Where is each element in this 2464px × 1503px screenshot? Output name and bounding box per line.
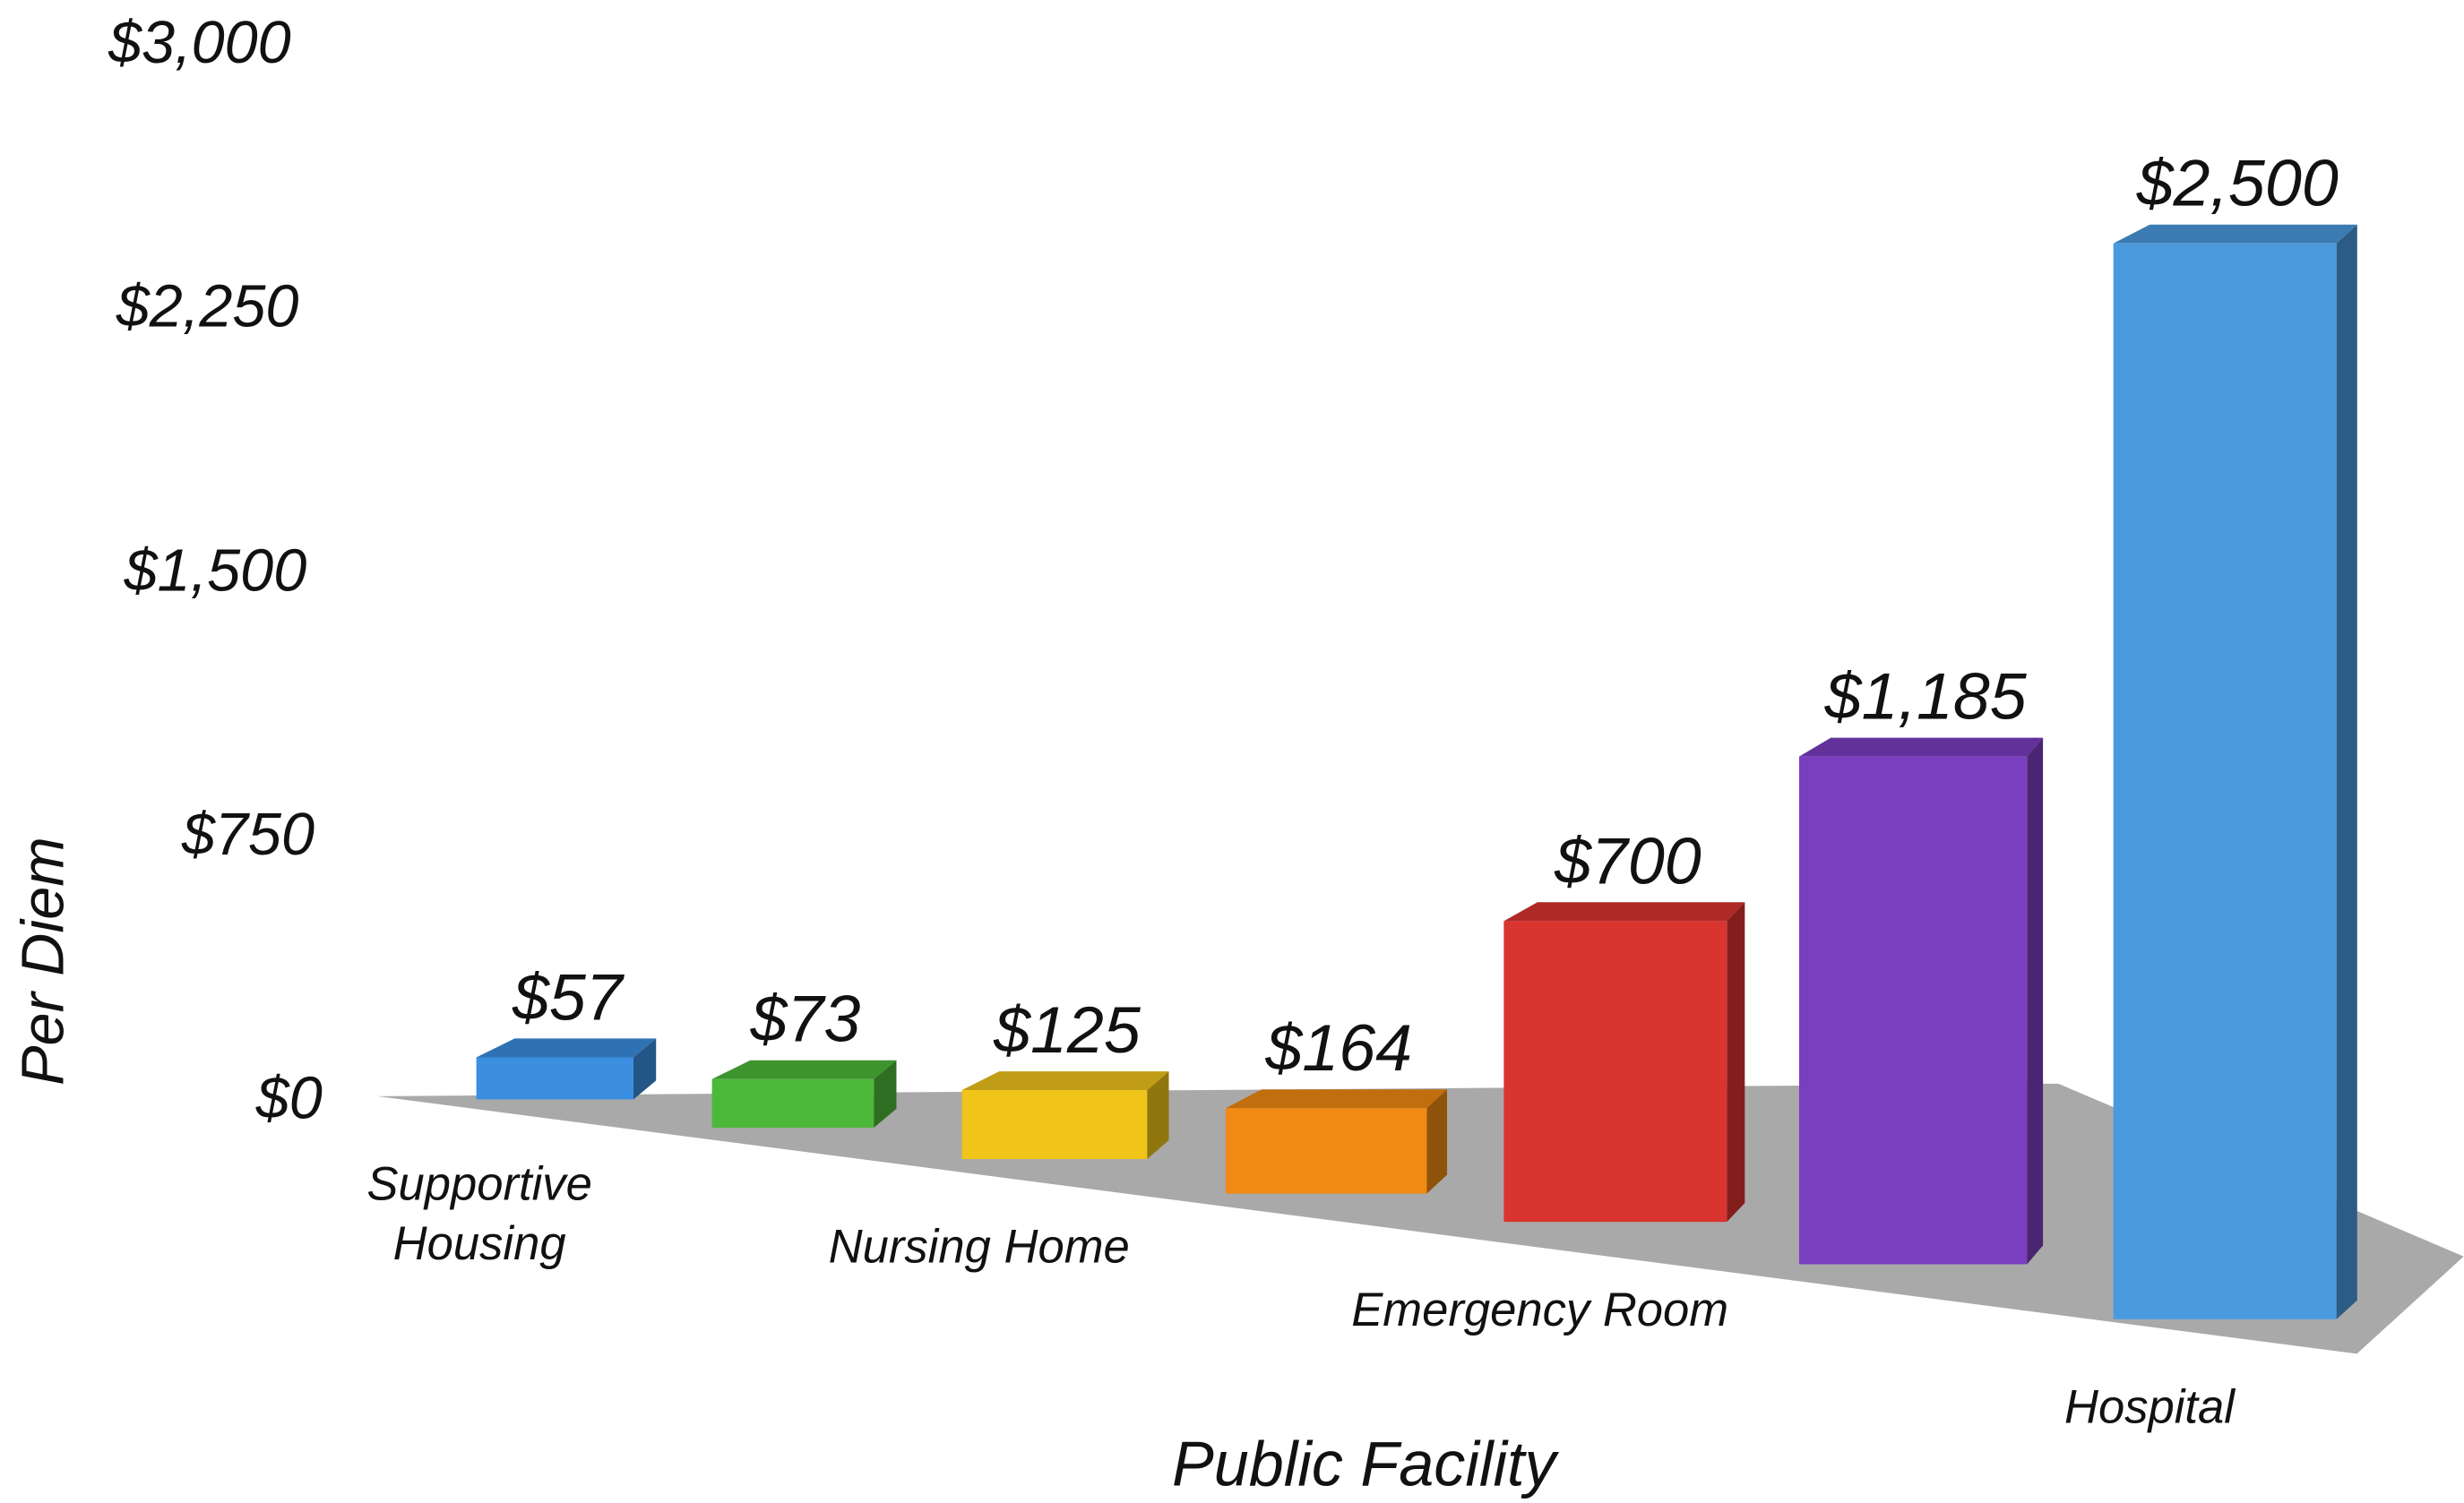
- x-tick-label-line: Supportive: [366, 1158, 591, 1211]
- value-label: $2,500: [2136, 146, 2339, 220]
- bar-side: [2336, 224, 2357, 1319]
- x-axis-label: Public Facility: [1172, 1430, 1560, 1499]
- value-label: $164: [1264, 1010, 1412, 1085]
- value-label: $73: [750, 982, 861, 1056]
- bar-side: [633, 1038, 657, 1100]
- bar-side: [1727, 902, 1745, 1223]
- y-tick-label: $0: [255, 1065, 323, 1131]
- bar-top: [476, 1038, 657, 1058]
- bar-top: [961, 1071, 1169, 1091]
- bar: [2113, 243, 2337, 1319]
- bar-top: [1225, 1089, 1448, 1109]
- y-tick-label: $750: [181, 802, 314, 868]
- x-tick-label: Supportive Housing: [366, 1158, 591, 1271]
- bar-top: [2113, 224, 2357, 244]
- bar: [711, 1078, 874, 1128]
- bar: [1798, 756, 2028, 1265]
- bar: [1503, 921, 1727, 1223]
- x-tick-label-line: Housing: [393, 1217, 566, 1270]
- y-tick-label: $2,250: [116, 274, 299, 340]
- x-tick-label: Emergency Room: [1351, 1284, 1728, 1336]
- bar-side: [874, 1060, 897, 1128]
- value-label: $57: [512, 959, 625, 1034]
- bar: [476, 1057, 633, 1100]
- x-tick-label: Hospital: [2064, 1381, 2236, 1434]
- bar-side: [2027, 737, 2044, 1265]
- bar-top: [1503, 902, 1745, 922]
- bar-side: [1147, 1071, 1169, 1160]
- y-axis-label: Per Diem: [10, 837, 76, 1086]
- bar-side: [1426, 1089, 1448, 1194]
- bar: [961, 1090, 1148, 1160]
- bar: [1225, 1108, 1427, 1194]
- value-label: $125: [993, 992, 1142, 1067]
- y-tick-label: $1,500: [124, 537, 307, 604]
- bar-top: [1798, 737, 2044, 757]
- value-label: $1,185: [1824, 659, 2028, 734]
- bar-top: [711, 1060, 897, 1079]
- value-label: $700: [1554, 823, 1702, 898]
- x-tick-label: Nursing Home: [829, 1221, 1130, 1274]
- y-tick-label: $3,000: [108, 10, 291, 76]
